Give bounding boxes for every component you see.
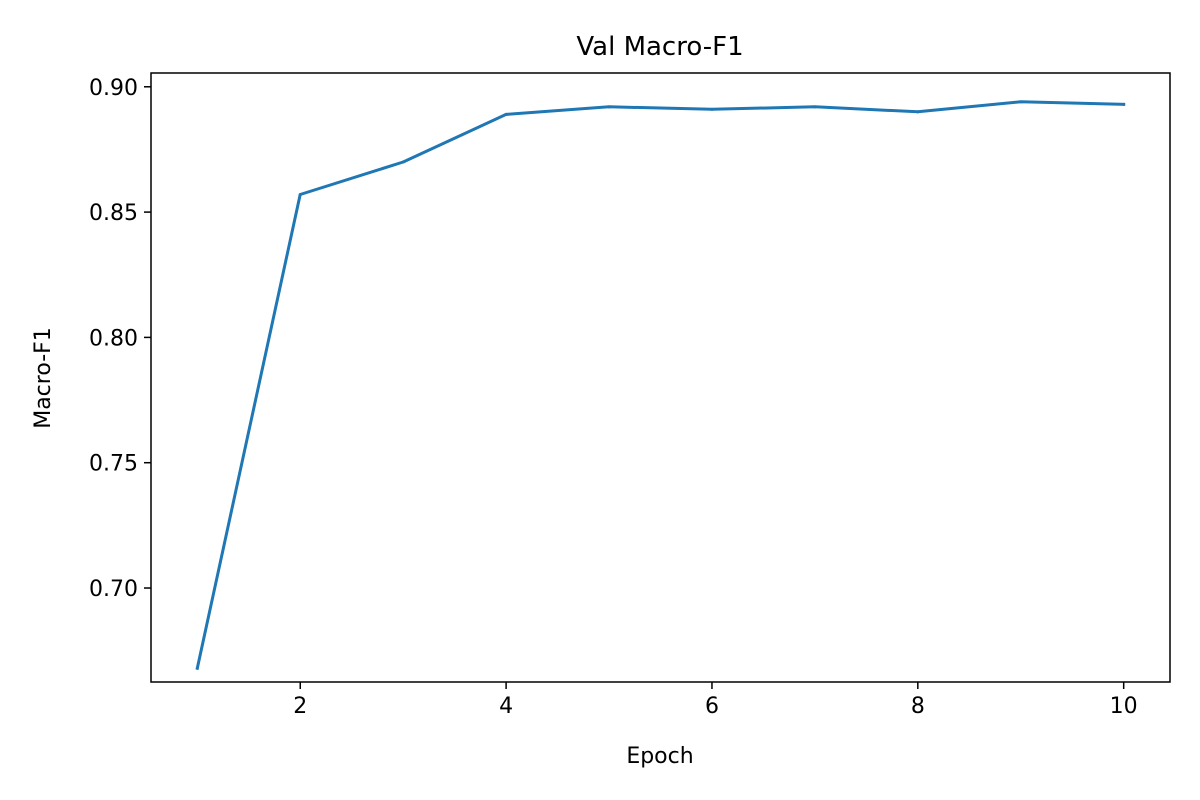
data-point (710, 107, 714, 111)
y-tick-label: 0.80 (89, 326, 138, 351)
data-point (195, 666, 199, 670)
data-point (607, 105, 611, 109)
y-tick-label: 0.75 (89, 452, 138, 477)
x-axis-label: Epoch (626, 744, 693, 769)
y-axis-label: Macro-F1 (31, 327, 56, 429)
data-point (1019, 100, 1023, 104)
data-point (401, 160, 405, 164)
data-point (1122, 102, 1126, 106)
data-point (504, 112, 508, 116)
y-tick-label: 0.90 (89, 76, 138, 101)
y-tick-label: 0.85 (89, 201, 138, 226)
data-point (298, 193, 302, 197)
plot-frame (150, 72, 1171, 683)
x-tick-label: 6 (705, 694, 719, 719)
chart-title: Val Macro-F1 (576, 32, 743, 62)
y-tick-label: 0.70 (89, 577, 138, 602)
data-point (813, 105, 817, 109)
tick-layer: 2 4 6 8 10 0.70 0.75 0.80 0.85 0.90 (89, 76, 1138, 719)
series-line (195, 100, 1126, 670)
x-tick-label: 4 (499, 694, 513, 719)
x-tick-label: 8 (911, 694, 925, 719)
x-tick-label: 2 (293, 694, 307, 719)
data-point (916, 110, 920, 114)
x-tick-label: 10 (1110, 694, 1138, 719)
data-layer (195, 100, 1126, 670)
